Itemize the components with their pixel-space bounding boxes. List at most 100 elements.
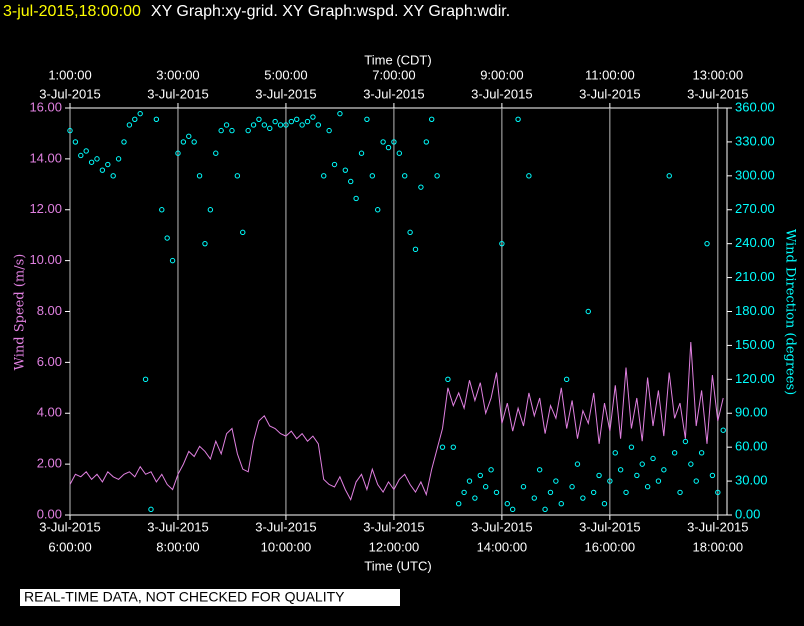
direction-point — [132, 116, 138, 123]
direction-point — [688, 461, 694, 467]
y-tick-label: 2.00 — [37, 456, 62, 471]
x-tick-label: 18:00:00 — [693, 539, 744, 554]
y2-tick-label: 30.00 — [735, 473, 768, 488]
y-tick-label: 4.00 — [37, 405, 62, 420]
direction-point — [137, 110, 143, 117]
x2-tick-label: 11:00:00 — [585, 67, 635, 82]
direction-point — [563, 376, 570, 383]
x-tick-label: 3-Jul-2015 — [363, 519, 424, 534]
y-tick-label: 0.00 — [37, 506, 62, 521]
direction-point — [256, 116, 262, 123]
direction-point — [331, 161, 338, 168]
x-tick-label: 3-Jul-2015 — [147, 519, 208, 534]
direction-point — [698, 450, 705, 456]
direction-point — [677, 489, 683, 496]
direction-point — [547, 489, 554, 496]
y-tick-label: 10.00 — [29, 252, 62, 267]
direction-point — [99, 167, 106, 173]
direction-point — [380, 139, 386, 145]
direction-point — [234, 173, 241, 179]
direction-point — [671, 450, 678, 456]
x2-axis-title: Time (CDT) — [364, 52, 431, 67]
header: 3-jul-2015,18:00:00 XY Graph:xy-grid. XY … — [3, 3, 510, 20]
direction-point — [396, 150, 403, 156]
direction-point — [445, 376, 451, 383]
direction-point — [607, 478, 613, 484]
direction-point — [434, 173, 440, 179]
direction-point — [693, 478, 699, 484]
direction-point — [704, 240, 710, 247]
direction-point — [72, 139, 79, 145]
direction-point — [644, 484, 651, 490]
y-tick-label: 12.00 — [29, 201, 62, 216]
direction-point — [531, 495, 537, 501]
direction-point — [196, 173, 203, 179]
x-tick-label: 12:00:00 — [369, 539, 420, 554]
direction-point — [115, 156, 122, 162]
direction-point — [342, 167, 349, 173]
x2-tick-label: 3-Jul-2015 — [39, 86, 100, 101]
direction-point — [191, 139, 197, 145]
direction-point — [412, 246, 419, 253]
direction-point — [294, 116, 300, 123]
direction-point — [553, 478, 559, 484]
direction-point — [612, 450, 618, 456]
y2-tick-label: 300.00 — [735, 167, 775, 182]
direction-point — [639, 461, 645, 467]
direction-point — [159, 207, 165, 213]
x-tick-label: 10:00:00 — [261, 539, 312, 554]
direction-point — [180, 139, 187, 145]
direction-point — [509, 506, 516, 513]
direction-point — [526, 173, 532, 179]
x-tick-label: 8:00:00 — [156, 539, 199, 554]
x2-tick-label: 9:00:00 — [480, 67, 523, 82]
x2-tick-label: 13:00:00 — [693, 67, 744, 82]
direction-point — [720, 427, 726, 433]
direction-point — [477, 472, 483, 479]
direction-point — [542, 506, 548, 513]
direction-point — [105, 161, 111, 168]
x2-tick-label: 3:00:00 — [156, 67, 199, 82]
y2-tick-label: 210.00 — [735, 269, 775, 284]
y-tick-label: 6.00 — [37, 354, 62, 369]
y2-tick-label: 0.00 — [735, 506, 760, 521]
direction-point — [142, 376, 149, 383]
direction-point — [229, 127, 235, 134]
direction-point — [391, 139, 397, 145]
direction-point — [261, 122, 268, 128]
direction-point — [375, 207, 381, 213]
direction-point — [358, 150, 365, 156]
direction-point — [515, 116, 521, 123]
x2-tick-label: 3-Jul-2015 — [579, 86, 640, 101]
x-tick-label: 3-Jul-2015 — [471, 519, 532, 534]
direction-point — [164, 235, 170, 241]
chart-title: XY Graph:xy-grid. XY Graph:wspd. XY Grap… — [151, 3, 510, 20]
direction-point — [277, 122, 284, 128]
direction-point — [240, 229, 246, 236]
direction-point — [169, 257, 176, 264]
direction-point — [450, 444, 456, 450]
direction-point — [267, 125, 273, 132]
direction-point — [364, 116, 370, 123]
x-tick-label: 16:00:00 — [585, 539, 636, 554]
direction-point — [315, 122, 322, 128]
direction-point — [536, 467, 543, 473]
direction-point — [369, 173, 376, 179]
direction-point — [283, 122, 289, 128]
direction-point — [213, 150, 219, 156]
direction-point — [488, 467, 494, 473]
direction-point — [94, 156, 100, 162]
direction-point — [709, 472, 716, 479]
direction-point — [461, 489, 467, 496]
direction-point — [348, 178, 354, 185]
y2-tick-label: 270.00 — [735, 201, 775, 216]
direction-point — [202, 240, 208, 247]
direction-point — [634, 472, 640, 479]
direction-point — [402, 173, 408, 179]
speed-line — [69, 341, 724, 502]
direction-point — [585, 308, 591, 315]
direction-point — [439, 444, 446, 450]
y2-tick-label: 150.00 — [735, 337, 775, 352]
